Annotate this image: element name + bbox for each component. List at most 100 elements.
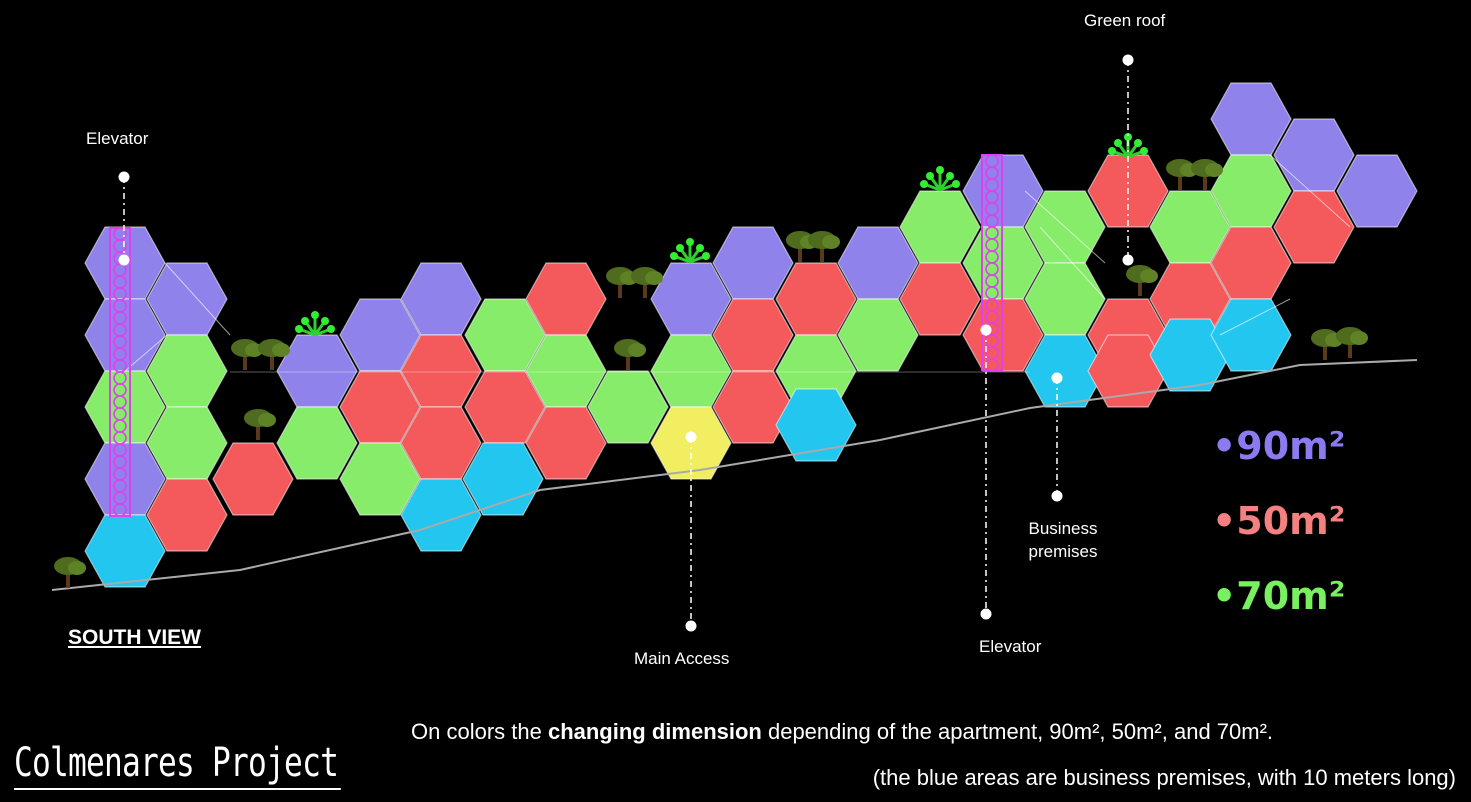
hexagon-module [1336, 154, 1418, 228]
callout-dot [685, 620, 697, 632]
tree-crown [1205, 163, 1223, 177]
hexagon-module [1210, 82, 1292, 156]
truss-line [1219, 298, 1291, 336]
tree-trunk [798, 244, 802, 262]
callout-dot [118, 171, 130, 183]
hexagon-module [276, 334, 358, 408]
legend-70m2-label: •70m² [1212, 574, 1346, 618]
tree-crown [258, 413, 276, 427]
plant-leaf [301, 317, 309, 325]
plant-leaf [1108, 147, 1116, 155]
green-roof-plant-icon [920, 166, 960, 192]
hexagon-modules [84, 82, 1418, 588]
hexagon-module [146, 478, 228, 552]
plant-leaf [920, 180, 928, 188]
tree-trunk [1348, 340, 1352, 358]
tree-trunk [1203, 172, 1207, 190]
caption-line-1-post: depending of the apartment, 90m², 50m², … [761, 719, 1274, 744]
tree-crown [1140, 269, 1158, 283]
callout-dot [1122, 254, 1134, 266]
tree-trunk [618, 280, 622, 298]
tree-crown [628, 343, 646, 357]
hexagon-module [837, 298, 919, 372]
hexagon-module [775, 388, 857, 462]
plant-leaf [327, 325, 335, 333]
callout-dot [1122, 54, 1134, 66]
callout-business-line1: Business [1028, 519, 1098, 538]
view-title: SOUTH VIEW [68, 626, 202, 649]
legend-70m2: •70m² [1212, 574, 1345, 618]
green-roof-plant-icon [295, 311, 335, 337]
hexagon-module [1273, 118, 1355, 192]
caption-line-2: (the blue areas are business premises, w… [872, 765, 1456, 790]
plant-leaf [1114, 139, 1122, 147]
plant-leaf [676, 244, 684, 252]
tree-icon [1126, 265, 1158, 296]
hexagon-module [276, 406, 358, 480]
plant-leaf [936, 166, 944, 174]
plant-leaf [311, 311, 319, 319]
callout-business-line2: premises [1028, 542, 1098, 561]
hexagon-module [339, 442, 421, 516]
green-roof-plant-icon [670, 238, 710, 264]
tree-trunk [820, 244, 824, 262]
tree-icon [808, 231, 840, 262]
plant-leaf [1134, 139, 1142, 147]
tree-trunk [1178, 172, 1182, 190]
hexagon-module [525, 406, 607, 480]
legend-50m2: •50m² [1212, 499, 1345, 543]
tree-crown [272, 343, 290, 357]
project-title: Colmenares Project [14, 738, 342, 790]
tree-trunk [626, 352, 630, 370]
truss-line [1269, 154, 1351, 228]
plant-leaf [295, 325, 303, 333]
hexagon-module [462, 442, 544, 516]
tree-icon [1336, 327, 1368, 358]
plant-leaf [686, 238, 694, 246]
plant-leaf [926, 172, 934, 180]
tree-icon [244, 409, 276, 440]
plant-leaf [946, 172, 954, 180]
tree-trunk [643, 280, 647, 298]
callout-dot [1051, 372, 1063, 384]
tree-icon [54, 557, 86, 588]
tree-trunk [1138, 278, 1142, 296]
tree-crown [645, 271, 663, 285]
hexagon-module [1273, 190, 1355, 264]
tree-crown [822, 235, 840, 249]
tree-crown [1350, 331, 1368, 345]
tree-icon [1191, 159, 1223, 190]
hexagon-module [212, 442, 294, 516]
plant-leaf [1140, 147, 1148, 155]
tree-trunk [1323, 342, 1327, 360]
legend-90m2-label: •90m² [1212, 424, 1346, 468]
callout-dot [980, 324, 992, 336]
elevator-chain-link [113, 503, 127, 517]
callout-dot [980, 608, 992, 620]
legend-90m2: •90m² [1212, 424, 1345, 468]
hexagon-module [400, 478, 482, 552]
tree-icon [631, 267, 663, 298]
tree-crown [68, 561, 86, 575]
drawing-extras [51, 54, 1418, 632]
hexagon-module [84, 514, 166, 588]
callout-dot [1051, 490, 1063, 502]
tree-icon [258, 339, 290, 370]
ground-line [51, 359, 1418, 591]
tree-trunk [256, 422, 260, 440]
tree-trunk [270, 352, 274, 370]
hexagon-module [1210, 298, 1292, 372]
plant-leaf [702, 252, 710, 260]
truss-line [1039, 226, 1106, 300]
caption-line-1-bold: changing dimension [547, 719, 762, 744]
caption-line-1: On colors the changing dimension dependi… [411, 719, 1273, 745]
callout-elevator-left: Elevator [86, 129, 149, 148]
hexagon-module [899, 262, 981, 336]
tree-trunk [243, 352, 247, 370]
plant-leaf [670, 252, 678, 260]
green-roof-plant-icon [1108, 133, 1148, 159]
callout-dot [685, 431, 697, 443]
truss-line [164, 262, 231, 336]
plant-leaf [1124, 133, 1132, 141]
callout-elevator-right: Elevator [979, 637, 1042, 656]
